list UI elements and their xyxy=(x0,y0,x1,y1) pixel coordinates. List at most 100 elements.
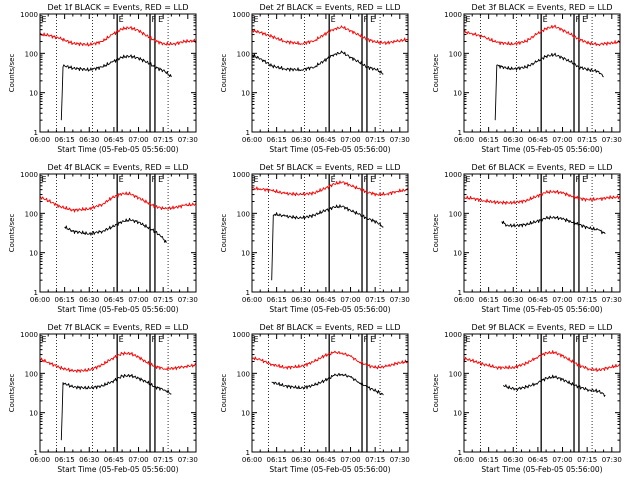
event-flag-label: E xyxy=(370,335,375,344)
x-tick-label: 06:00 xyxy=(454,456,474,464)
event-flag-label: E xyxy=(119,175,124,184)
lld-series-line xyxy=(39,351,197,373)
y-tick-label: 10 xyxy=(453,410,462,418)
y-tick-label: 1000 xyxy=(232,11,250,19)
events-series-line xyxy=(271,372,384,396)
plot-frame xyxy=(39,13,197,133)
event-flag-label: E xyxy=(42,15,47,24)
plot-frame xyxy=(463,173,621,293)
x-axis-label: Start Time (05-Feb-05 05:56:00) xyxy=(481,465,602,474)
events-series-line xyxy=(494,52,604,121)
y-tick-label: 10 xyxy=(29,250,38,258)
x-tick-label: 06:00 xyxy=(30,136,50,144)
event-flag-label: F xyxy=(364,335,369,344)
y-tick-label: 1000 xyxy=(444,171,462,179)
y-tick-label: 100 xyxy=(25,370,38,378)
y-tick-label: 1000 xyxy=(20,331,38,339)
x-tick-label: 07:15 xyxy=(365,296,385,304)
y-tick-label: 1 xyxy=(458,289,462,297)
events-series-line xyxy=(501,215,606,235)
panel-title: Det 1f BLACK = Events, RED = LLD xyxy=(47,3,188,12)
y-tick-label: 1000 xyxy=(444,331,462,339)
lld-series-line xyxy=(251,350,409,370)
y-tick-label: 10 xyxy=(241,90,250,98)
plot-frame xyxy=(251,173,409,293)
x-tick-label: 06:30 xyxy=(503,456,523,464)
y-tick-label: 100 xyxy=(237,370,250,378)
y-tick-label: 1000 xyxy=(20,171,38,179)
y-tick-label: 100 xyxy=(449,50,462,58)
event-flag-label: E xyxy=(42,175,47,184)
y-tick-label: 100 xyxy=(237,210,250,218)
panel-title: Det 3f BLACK = Events, RED = LLD xyxy=(471,3,612,12)
x-axis-label: Start Time (05-Feb-05 05:56:00) xyxy=(57,465,178,474)
event-flag-label: F xyxy=(576,15,581,24)
event-flag-label: F xyxy=(152,175,157,184)
y-axis-label: Counts/sec xyxy=(220,214,228,253)
x-tick-label: 07:00 xyxy=(128,296,148,304)
x-tick-label: 06:45 xyxy=(316,136,336,144)
event-flag-label: E xyxy=(543,175,548,184)
x-tick-label: 06:30 xyxy=(79,296,99,304)
x-tick-label: 06:00 xyxy=(242,296,262,304)
x-axis-label: Start Time (05-Feb-05 05:56:00) xyxy=(269,305,390,314)
event-flag-label: E xyxy=(466,335,471,344)
event-flag-label: E xyxy=(158,335,163,344)
x-tick-label: 06:00 xyxy=(30,296,50,304)
y-tick-label: 100 xyxy=(237,50,250,58)
event-flag-label: F xyxy=(576,335,581,344)
event-flag-label: E xyxy=(158,175,163,184)
y-tick-label: 1000 xyxy=(444,11,462,19)
event-flag-label: F xyxy=(152,335,157,344)
event-flag-label: E xyxy=(254,335,259,344)
x-axis-label: Start Time (05-Feb-05 05:56:00) xyxy=(481,145,602,154)
y-axis-label: Counts/sec xyxy=(432,214,440,253)
x-tick-label: 06:00 xyxy=(454,296,474,304)
y-tick-label: 1000 xyxy=(232,171,250,179)
y-axis-label: Counts/sec xyxy=(8,374,16,413)
panel-title: Det 6f BLACK = Events, RED = LLD xyxy=(471,163,612,172)
y-tick-label: 10 xyxy=(241,410,250,418)
x-tick-label: 07:00 xyxy=(340,136,360,144)
x-tick-label: 07:15 xyxy=(153,456,173,464)
y-axis-label: Counts/sec xyxy=(220,374,228,413)
x-tick-label: 07:15 xyxy=(577,456,597,464)
plot-frame xyxy=(463,13,621,133)
event-flag-label: F xyxy=(152,15,157,24)
x-tick-label: 06:15 xyxy=(479,296,499,304)
x-tick-label: 06:30 xyxy=(503,296,523,304)
event-flag-label: E xyxy=(466,15,471,24)
event-flag-label: E xyxy=(466,175,471,184)
lld-series-line xyxy=(39,26,197,47)
event-flag-label: E xyxy=(254,15,259,24)
plot-frame xyxy=(39,333,197,453)
y-tick-label: 1000 xyxy=(232,331,250,339)
x-tick-label: 06:15 xyxy=(267,296,287,304)
y-axis-label: Counts/sec xyxy=(432,374,440,413)
x-tick-label: 07:00 xyxy=(552,136,572,144)
event-flag-label: E xyxy=(543,15,548,24)
x-tick-label: 06:15 xyxy=(55,456,75,464)
y-tick-label: 10 xyxy=(453,250,462,258)
y-tick-label: 10 xyxy=(241,250,250,258)
event-flag-label: E xyxy=(582,15,587,24)
x-tick-label: 06:30 xyxy=(79,136,99,144)
lld-series-line xyxy=(251,25,409,45)
lld-series-line xyxy=(39,191,197,213)
x-tick-label: 07:15 xyxy=(153,296,173,304)
x-tick-label: 06:45 xyxy=(316,456,336,464)
x-tick-label: 07:30 xyxy=(178,456,198,464)
panel-title: Det 7f BLACK = Events, RED = LLD xyxy=(47,323,188,332)
y-tick-label: 1 xyxy=(246,129,250,137)
y-tick-label: 100 xyxy=(449,210,462,218)
x-tick-label: 06:30 xyxy=(79,456,99,464)
x-tick-label: 06:00 xyxy=(242,136,262,144)
x-tick-label: 06:45 xyxy=(104,456,124,464)
x-tick-label: 07:15 xyxy=(153,136,173,144)
x-tick-label: 07:30 xyxy=(602,296,622,304)
x-axis-label: Start Time (05-Feb-05 05:56:00) xyxy=(269,145,390,154)
